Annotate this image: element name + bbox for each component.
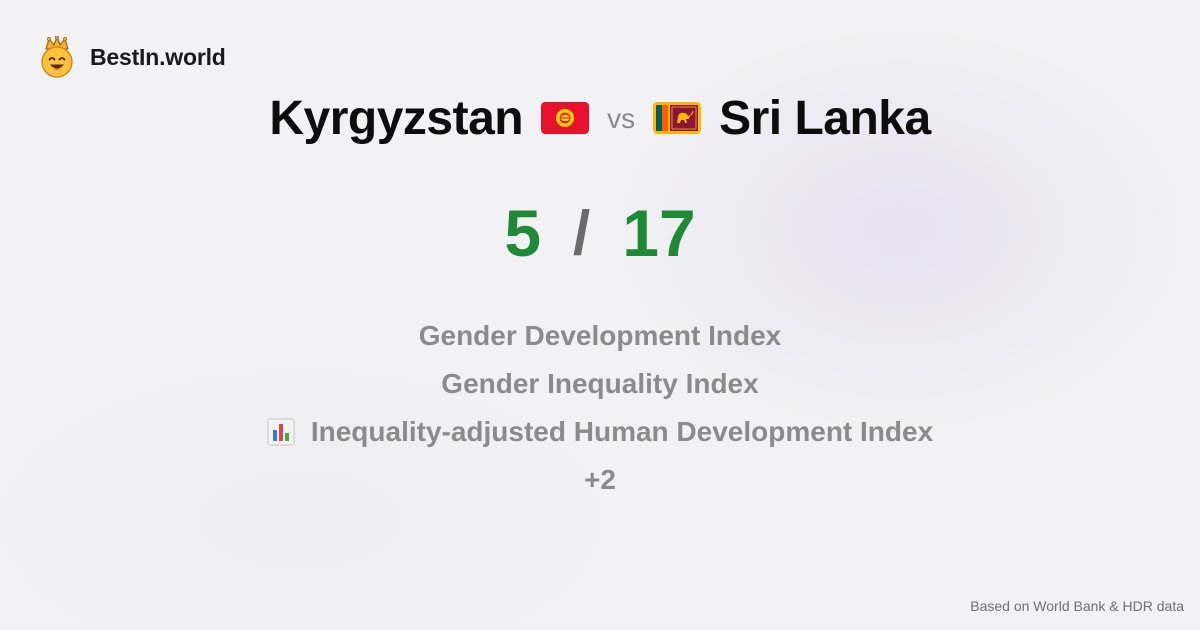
left-country-name: Kyrgyzstan: [269, 91, 524, 145]
kyrgyzstan-flag-icon: [541, 102, 590, 134]
metric-item: Gender Development Index: [0, 312, 1200, 360]
metric-label: Gender Development Index: [418, 320, 782, 351]
left-score: 5: [504, 196, 542, 270]
metric-item: Inequality-adjusted Human Development In…: [0, 408, 1200, 456]
metric-label: Inequality-adjusted Human Development In…: [310, 416, 934, 447]
score-display: 5 / 17: [0, 196, 1200, 270]
crowned-smiley-icon: [41, 36, 73, 78]
metric-label: Gender Inequality Index: [441, 368, 759, 399]
score-separator: /: [573, 198, 591, 268]
right-score: 17: [622, 196, 696, 270]
metrics-list: Gender Development Index Gender Inequali…: [0, 312, 1200, 504]
brand-header[interactable]: BestIn.world: [38, 36, 226, 78]
brand-name: BestIn.world: [90, 43, 226, 70]
comparison-title: Kyrgyzstan vs Sri Lanka: [0, 88, 1200, 148]
sri-lanka-flag-icon: [653, 102, 702, 134]
metric-label: +2: [584, 464, 616, 495]
right-country-name: Sri Lanka: [719, 91, 931, 145]
data-source-note: Based on World Bank & HDR data: [970, 598, 1184, 614]
vs-label: vs: [607, 103, 636, 134]
more-metrics-count: +2: [0, 456, 1200, 504]
bar-chart-icon: [267, 418, 295, 446]
metric-item: Gender Inequality Index: [0, 360, 1200, 408]
